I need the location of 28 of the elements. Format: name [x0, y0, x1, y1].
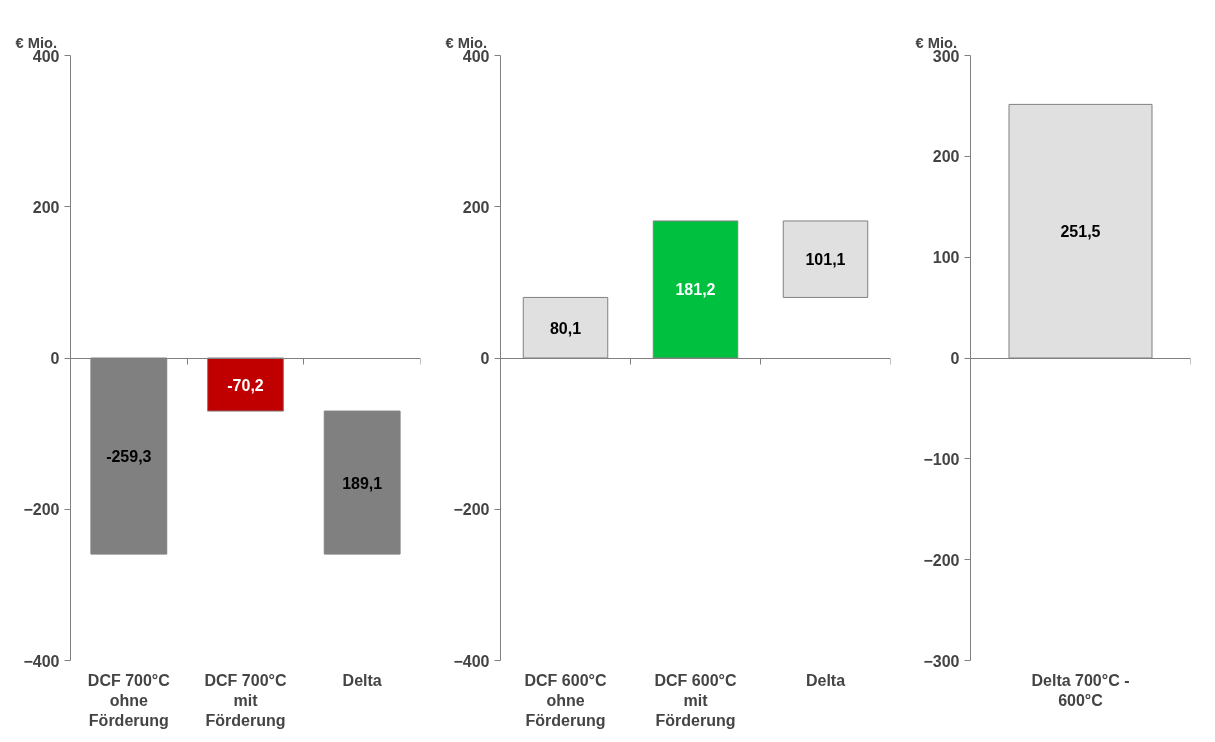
x-tick-label: Delta 700°C - 600°C: [1031, 671, 1130, 709]
data-label: 101,1: [805, 251, 846, 269]
data-label: -70,2: [227, 376, 264, 394]
y-tick-label: 0: [950, 350, 960, 367]
y-tick-label: −400: [453, 652, 490, 670]
y-tick-label: −400: [23, 652, 60, 670]
data-label: 251,5: [1060, 223, 1101, 241]
y-tick-label: 0: [50, 350, 60, 367]
y-tick-label: 100: [932, 249, 960, 267]
y-tick-label: 200: [932, 148, 960, 166]
data-label: 80,1: [549, 319, 582, 337]
x-tick-label: DCF 600°C mit Förderung: [654, 671, 737, 730]
data-label: -259,3: [106, 448, 152, 466]
x-tick-label: Delta: [805, 671, 846, 689]
y-tick-label: 0: [480, 350, 490, 367]
data-label: 181,2: [675, 281, 716, 299]
data-label: 189,1: [342, 474, 383, 492]
y-tick-label: 200: [462, 198, 490, 216]
y-tick-label: −200: [453, 501, 490, 519]
y-tick-label: −200: [923, 551, 960, 569]
x-tick-label: DCF 700°C mit Förderung: [204, 671, 287, 730]
y-tick-label: 200: [32, 198, 60, 216]
y-tick-label: −300: [923, 652, 960, 670]
x-tick-label: DCF 700°C ohne Förderung: [87, 671, 171, 730]
x-tick-label: DCF 600°C ohne Förderung: [524, 671, 607, 730]
x-tick-label: Delta: [342, 671, 382, 689]
y-tick-label: −100: [923, 450, 960, 468]
y-tick-label: −200: [23, 501, 60, 519]
